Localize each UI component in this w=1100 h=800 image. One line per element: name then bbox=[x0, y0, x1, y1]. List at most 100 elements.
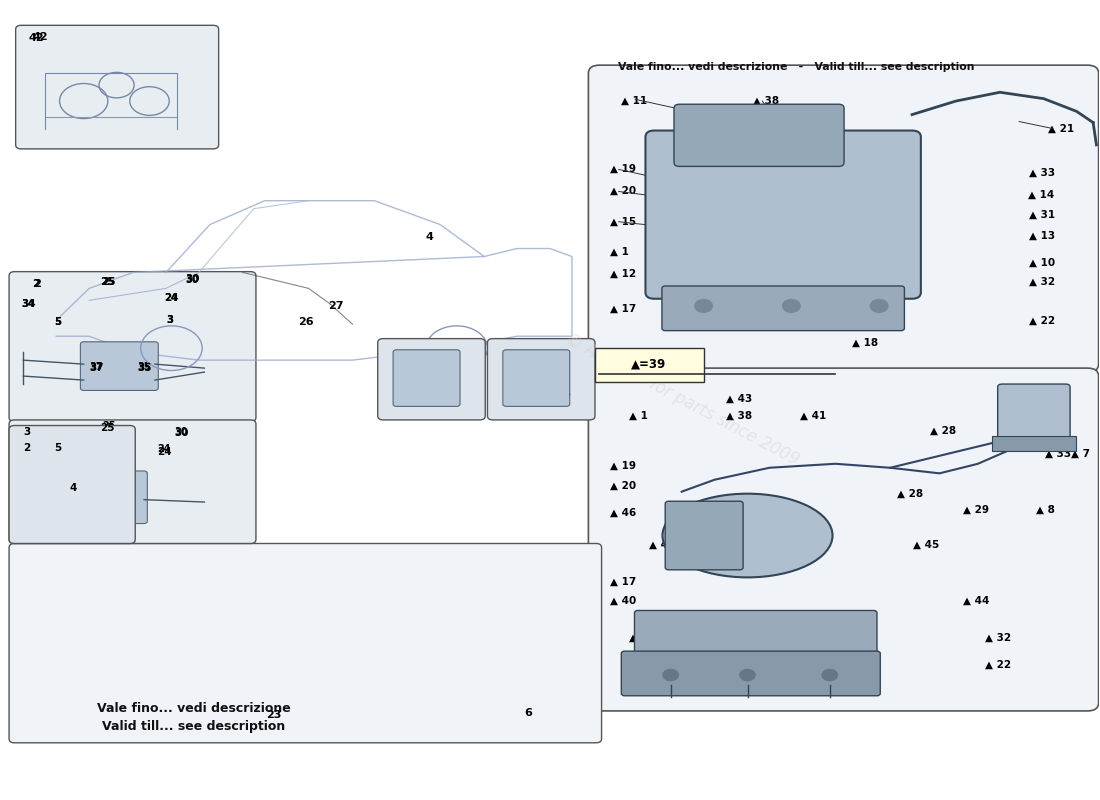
Text: ▲ 18: ▲ 18 bbox=[851, 338, 878, 347]
Text: 6: 6 bbox=[562, 389, 571, 398]
Text: 25: 25 bbox=[102, 277, 116, 287]
Text: 30: 30 bbox=[175, 427, 188, 437]
Text: ▲ 9: ▲ 9 bbox=[1036, 395, 1055, 405]
Text: © Autodoc for parts since 2009: © Autodoc for parts since 2009 bbox=[562, 330, 802, 470]
FancyBboxPatch shape bbox=[9, 420, 256, 543]
Text: ▲ 45: ▲ 45 bbox=[913, 540, 939, 550]
Text: Vale fino... vedi descrizione: Vale fino... vedi descrizione bbox=[97, 702, 290, 715]
Text: 25: 25 bbox=[100, 277, 114, 287]
Text: 5: 5 bbox=[54, 317, 62, 327]
Text: ▲ 15: ▲ 15 bbox=[610, 217, 637, 226]
Text: 4: 4 bbox=[69, 482, 76, 493]
FancyBboxPatch shape bbox=[992, 436, 1076, 451]
Circle shape bbox=[695, 299, 713, 312]
Text: 24: 24 bbox=[157, 447, 172, 457]
Text: ▲ 19: ▲ 19 bbox=[610, 164, 636, 174]
Text: ▲ 14: ▲ 14 bbox=[1028, 190, 1055, 199]
FancyBboxPatch shape bbox=[9, 272, 256, 422]
FancyBboxPatch shape bbox=[662, 286, 904, 330]
Text: 34: 34 bbox=[21, 299, 36, 310]
Text: 24: 24 bbox=[157, 445, 170, 454]
Text: ▲ 33: ▲ 33 bbox=[1045, 450, 1071, 459]
Text: 37: 37 bbox=[89, 362, 102, 371]
Text: ▲ 29: ▲ 29 bbox=[962, 505, 989, 515]
Text: 30: 30 bbox=[186, 275, 199, 286]
Text: 42: 42 bbox=[32, 32, 47, 42]
Text: ▲ 43: ▲ 43 bbox=[726, 394, 751, 403]
FancyBboxPatch shape bbox=[635, 610, 877, 659]
Text: 42: 42 bbox=[29, 34, 44, 43]
FancyBboxPatch shape bbox=[588, 368, 1099, 711]
FancyBboxPatch shape bbox=[998, 384, 1070, 445]
Text: ▲ 17: ▲ 17 bbox=[610, 304, 637, 314]
Text: ▲ 11: ▲ 11 bbox=[621, 96, 648, 106]
Text: ▲ 32: ▲ 32 bbox=[984, 633, 1011, 642]
Circle shape bbox=[663, 670, 679, 681]
Text: ▲ 12: ▲ 12 bbox=[610, 269, 637, 279]
FancyBboxPatch shape bbox=[674, 104, 844, 166]
Text: 3: 3 bbox=[23, 427, 31, 437]
FancyBboxPatch shape bbox=[503, 350, 570, 406]
Text: 27: 27 bbox=[328, 301, 344, 311]
Circle shape bbox=[782, 299, 800, 312]
Text: 30: 30 bbox=[175, 429, 189, 438]
FancyBboxPatch shape bbox=[621, 651, 880, 696]
FancyBboxPatch shape bbox=[377, 338, 485, 420]
Text: ▲ 32: ▲ 32 bbox=[810, 652, 835, 662]
FancyBboxPatch shape bbox=[15, 26, 219, 149]
Text: 34: 34 bbox=[21, 299, 34, 310]
Text: ▲=39: ▲=39 bbox=[631, 358, 667, 370]
Text: 35: 35 bbox=[138, 362, 151, 371]
Text: ▲ 31: ▲ 31 bbox=[1028, 210, 1055, 220]
Text: 23: 23 bbox=[266, 710, 282, 720]
Text: 3: 3 bbox=[166, 315, 173, 326]
FancyBboxPatch shape bbox=[487, 338, 595, 420]
Text: 2: 2 bbox=[23, 443, 31, 453]
Text: ▲ 8: ▲ 8 bbox=[1036, 505, 1055, 515]
FancyBboxPatch shape bbox=[58, 471, 147, 523]
Text: 5: 5 bbox=[54, 317, 60, 327]
Text: 24: 24 bbox=[164, 293, 178, 303]
FancyBboxPatch shape bbox=[9, 426, 135, 543]
Text: 37: 37 bbox=[89, 363, 103, 373]
Text: ▲ 18: ▲ 18 bbox=[746, 668, 771, 678]
Text: Vale fino... vedi descrizione   -   Valid till... see description: Vale fino... vedi descrizione - Valid ti… bbox=[618, 62, 975, 71]
Circle shape bbox=[870, 299, 888, 312]
Text: ▲ 10: ▲ 10 bbox=[1028, 258, 1055, 268]
FancyBboxPatch shape bbox=[80, 342, 158, 390]
Text: ▲ 19: ▲ 19 bbox=[610, 460, 636, 470]
Text: ▲ 38: ▲ 38 bbox=[754, 96, 779, 106]
Text: ▲ 38: ▲ 38 bbox=[726, 411, 751, 421]
FancyBboxPatch shape bbox=[666, 502, 744, 570]
Text: ▲ 21: ▲ 21 bbox=[1048, 124, 1075, 134]
Text: 5: 5 bbox=[54, 442, 60, 451]
Text: 35: 35 bbox=[138, 363, 152, 373]
Text: 25: 25 bbox=[100, 423, 114, 433]
Text: ▲ 16: ▲ 16 bbox=[789, 641, 815, 650]
Text: ▲ 32: ▲ 32 bbox=[1028, 277, 1055, 287]
Text: 30: 30 bbox=[186, 274, 200, 284]
Text: 25: 25 bbox=[102, 421, 116, 430]
Ellipse shape bbox=[662, 494, 833, 578]
Text: ▲ 41: ▲ 41 bbox=[800, 411, 826, 421]
Text: 3: 3 bbox=[23, 426, 30, 435]
Text: ▲ 32: ▲ 32 bbox=[629, 633, 656, 642]
Text: 5: 5 bbox=[54, 443, 62, 453]
Text: 36: 36 bbox=[421, 367, 437, 377]
Text: ▲ 46: ▲ 46 bbox=[610, 508, 637, 518]
Text: 4: 4 bbox=[69, 482, 77, 493]
Text: 26: 26 bbox=[298, 317, 315, 327]
Text: ▲ 33: ▲ 33 bbox=[744, 540, 769, 550]
Text: 4: 4 bbox=[426, 231, 433, 242]
Text: ▲ 40: ▲ 40 bbox=[610, 596, 637, 606]
FancyBboxPatch shape bbox=[9, 543, 602, 743]
Text: 24: 24 bbox=[164, 293, 177, 303]
FancyBboxPatch shape bbox=[646, 130, 921, 298]
Text: ▲ 1: ▲ 1 bbox=[610, 246, 629, 257]
Text: ▲ 44: ▲ 44 bbox=[962, 596, 989, 606]
Text: 6: 6 bbox=[524, 707, 532, 718]
Text: ▲ 13: ▲ 13 bbox=[1028, 230, 1055, 241]
FancyBboxPatch shape bbox=[595, 348, 704, 382]
Text: 2: 2 bbox=[34, 279, 41, 290]
Text: ▲ 7: ▲ 7 bbox=[1070, 450, 1090, 459]
